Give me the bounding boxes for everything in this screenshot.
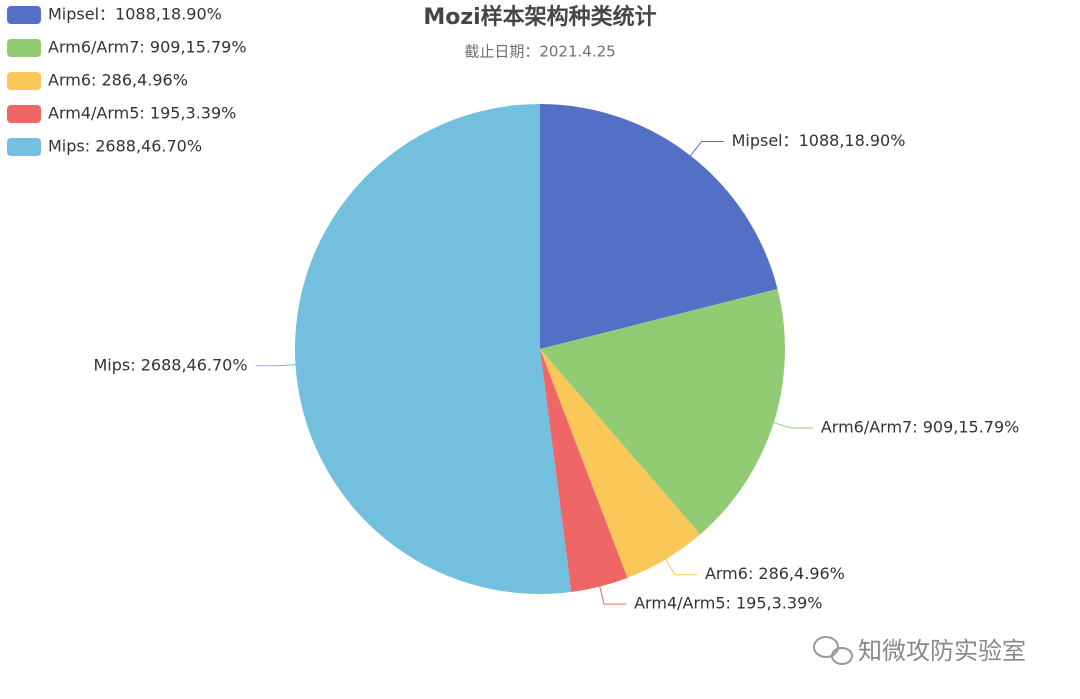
pie-slice bbox=[540, 349, 628, 593]
legend-swatch bbox=[7, 6, 41, 24]
data-label: Mipsel：1088,18.90% bbox=[732, 131, 906, 150]
data-label: Arm4/Arm5: 195,3.39% bbox=[634, 594, 822, 613]
label-line bbox=[773, 422, 813, 429]
legend-swatch bbox=[7, 138, 41, 156]
pie-slice bbox=[540, 288, 785, 535]
legend-label: Mipsel：1088,18.90% bbox=[48, 5, 222, 24]
watermark: 知微攻防实验室 bbox=[858, 637, 1026, 665]
legend-label: Arm6/Arm7: 909,15.79% bbox=[48, 38, 247, 57]
label-line bbox=[665, 559, 697, 576]
legend-label: Arm4/Arm5: 195,3.39% bbox=[48, 104, 236, 123]
legend-swatch bbox=[7, 39, 41, 57]
watermark-icon bbox=[813, 636, 853, 665]
pie-slice bbox=[294, 104, 572, 594]
legend-swatch bbox=[7, 72, 41, 90]
data-label: Arm6/Arm7: 909,15.79% bbox=[821, 418, 1020, 437]
label-line bbox=[599, 586, 627, 605]
pie-slice bbox=[540, 104, 778, 349]
legend-label: Mips: 2688,46.70% bbox=[48, 137, 202, 156]
legend-swatch bbox=[7, 105, 41, 123]
chart-title: Mozi样本架构种类统计 bbox=[423, 4, 656, 30]
pie-slice bbox=[540, 349, 701, 578]
data-label: Mips: 2688,46.70% bbox=[94, 355, 248, 374]
label-line bbox=[255, 364, 296, 367]
label-line bbox=[690, 140, 724, 157]
data-label: Arm6: 286,4.96% bbox=[705, 564, 845, 583]
legend-label: Arm6: 286,4.96% bbox=[48, 71, 188, 90]
chart-subtitle: 截止日期：2021.4.25 bbox=[464, 43, 615, 61]
